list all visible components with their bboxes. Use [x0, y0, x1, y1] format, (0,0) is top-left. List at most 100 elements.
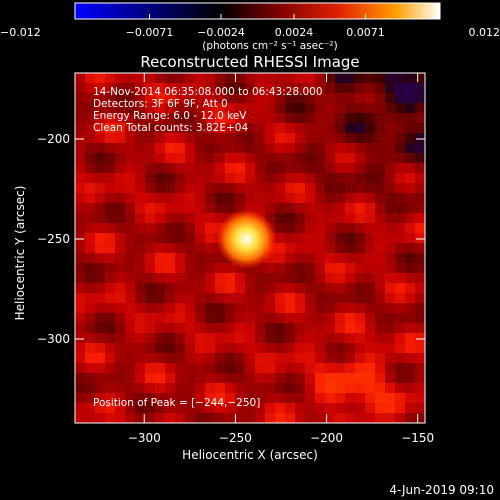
heatmap-cell	[85, 293, 96, 304]
heatmap-cell	[155, 403, 166, 414]
heatmap-cell	[85, 283, 96, 294]
heatmap-cell	[365, 83, 376, 94]
heatmap-cell	[275, 153, 286, 164]
heatmap-cell	[325, 203, 336, 214]
heatmap-cell	[95, 173, 106, 184]
heatmap-cell	[395, 103, 406, 114]
heatmap-cell	[245, 163, 256, 174]
heatmap-cell	[115, 263, 126, 274]
heatmap-cell	[245, 293, 256, 304]
heatmap-cell	[335, 373, 346, 384]
heatmap-cell	[145, 123, 156, 134]
heatmap-cell	[245, 373, 256, 384]
heatmap-cell	[75, 373, 86, 384]
heatmap-cell	[325, 93, 336, 104]
heatmap-cell	[165, 253, 176, 264]
heatmap-cell	[215, 143, 226, 154]
heatmap-cell	[405, 173, 416, 184]
heatmap-cell	[175, 233, 186, 244]
heatmap-cell	[335, 93, 346, 104]
heatmap-cell	[395, 283, 406, 294]
heatmap-cell	[215, 393, 226, 404]
heatmap-cell	[245, 383, 256, 394]
heatmap-cell	[295, 133, 306, 144]
heatmap-cell	[275, 323, 286, 334]
heatmap-cell	[415, 413, 425, 423]
heatmap-cell	[185, 83, 196, 94]
heatmap-cell	[75, 303, 86, 314]
heatmap-cell	[405, 303, 416, 314]
heatmap-cell	[295, 253, 306, 264]
heatmap-cell	[85, 193, 96, 204]
heatmap-cell	[125, 153, 136, 164]
heatmap-cell	[155, 293, 166, 304]
heatmap-cell	[85, 393, 96, 404]
heatmap-cell	[105, 393, 116, 404]
heatmap-cell	[295, 183, 306, 194]
heatmap-cell	[235, 193, 246, 204]
heatmap-cell	[325, 413, 336, 423]
heatmap-cell	[305, 353, 316, 364]
heatmap-cell	[175, 213, 186, 224]
heatmap-cell	[395, 353, 406, 364]
heatmap-cell	[295, 383, 306, 394]
heatmap-cell	[295, 323, 306, 334]
heatmap-cell	[265, 273, 276, 284]
heatmap-cell	[85, 83, 96, 94]
heatmap-cell	[95, 203, 106, 214]
heatmap-cell	[275, 383, 286, 394]
heatmap-cell	[405, 123, 416, 134]
heatmap-cell	[305, 153, 316, 164]
heatmap-cell	[75, 343, 86, 354]
heatmap-cell	[285, 133, 296, 144]
heatmap-cell	[195, 193, 206, 204]
heatmap-cell	[165, 183, 176, 194]
heatmap-cell	[275, 163, 286, 174]
heatmap-cell	[145, 203, 156, 214]
heatmap-cell	[295, 243, 306, 254]
heatmap-cell	[415, 243, 425, 254]
heatmap-cell	[75, 333, 86, 344]
heatmap-cell	[315, 303, 326, 314]
heatmap-cell	[285, 243, 296, 254]
heatmap-cell	[175, 143, 186, 154]
heatmap-cell	[135, 303, 146, 314]
heatmap-cell	[205, 113, 216, 124]
heatmap-cell	[75, 283, 86, 294]
heatmap-cell	[75, 123, 86, 134]
x-tick-label: −250	[219, 431, 252, 445]
heatmap-cell	[205, 363, 216, 374]
heatmap-cell	[155, 93, 166, 104]
heatmap-cell	[145, 383, 156, 394]
heatmap-cell	[405, 353, 416, 364]
heatmap-cell	[355, 193, 366, 204]
heatmap-cell	[295, 83, 306, 94]
heatmap-cell	[115, 103, 126, 114]
heatmap-cell	[185, 243, 196, 254]
heatmap-cell	[205, 103, 216, 114]
heatmap-cell	[155, 383, 166, 394]
heatmap-cell	[375, 143, 386, 154]
heatmap-cell	[275, 123, 286, 134]
heatmap-cell	[395, 343, 406, 354]
heatmap-cell	[105, 213, 116, 224]
heatmap-cell	[375, 103, 386, 114]
heatmap-cell	[395, 163, 406, 174]
heatmap-cell	[175, 203, 186, 214]
heatmap-cell	[315, 183, 326, 194]
heatmap-cell	[105, 363, 116, 374]
heatmap-cell	[385, 133, 396, 144]
heatmap-cell	[365, 203, 376, 214]
heatmap-cell	[415, 343, 425, 354]
heatmap-cell	[115, 123, 126, 134]
heatmap-cell	[305, 233, 316, 244]
heatmap-cell	[205, 293, 216, 304]
heatmap-cell	[385, 393, 396, 404]
heatmap-cell	[355, 383, 366, 394]
heatmap-cell	[255, 293, 266, 304]
heatmap-cell	[215, 403, 226, 414]
heatmap-cell	[85, 113, 96, 124]
heatmap-cell	[195, 303, 206, 314]
heatmap-cell	[315, 203, 326, 214]
heatmap-cell	[325, 323, 336, 334]
